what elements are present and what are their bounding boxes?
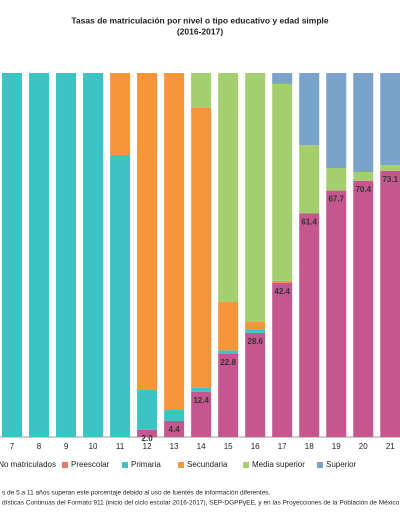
- x-tick-label: 12: [143, 442, 152, 451]
- x-tick-label: 9: [64, 442, 69, 451]
- x-tick-label: 20: [359, 442, 368, 451]
- bar-segment: [299, 145, 320, 214]
- value-label: 2.0: [142, 434, 154, 443]
- bar-segment: [164, 410, 185, 421]
- x-tick-label: 16: [251, 442, 260, 451]
- x-tick-label: 18: [305, 442, 314, 451]
- legend-swatch: [243, 462, 249, 468]
- bar-segment: [164, 420, 185, 437]
- bar-segment: [245, 321, 266, 330]
- x-tick-label: 21: [386, 442, 395, 451]
- legend-label: Preescolar: [71, 460, 110, 469]
- bar-segment: [110, 154, 131, 437]
- bar-segment: [191, 107, 212, 388]
- legend-label: Secundaria: [187, 460, 228, 469]
- bar-segment: [137, 390, 158, 430]
- x-tick-label: 19: [332, 442, 341, 451]
- bar-segment: [191, 73, 212, 108]
- legend-label: Media superior: [252, 460, 305, 469]
- bar-segment: [380, 165, 400, 171]
- bar-segment: [218, 301, 239, 351]
- bar-segment: [326, 168, 347, 191]
- x-tick-label: 13: [170, 442, 179, 451]
- value-label: 4.4: [169, 425, 181, 434]
- value-label: 12.4: [193, 396, 209, 405]
- bar-segment: [272, 83, 293, 281]
- legend-swatch: [122, 462, 128, 468]
- bar-segment: [245, 329, 266, 333]
- bar-segment: [218, 350, 239, 355]
- bar-segment: [137, 429, 158, 437]
- value-label: 61.4: [301, 218, 317, 227]
- note: s de 5 a 11 años superan este porcentaje…: [2, 490, 271, 497]
- x-tick-label: 11: [116, 442, 125, 451]
- x-tick-label: 10: [89, 442, 98, 451]
- note: dísticas Continuas del Formato 911 (inic…: [2, 500, 400, 507]
- bar-segment: [245, 332, 266, 437]
- bar-segment: [245, 73, 266, 322]
- bar-segment: [353, 73, 374, 173]
- legend-swatch: [178, 462, 184, 468]
- bar-segment: [164, 73, 185, 411]
- legend-swatch: [62, 462, 68, 468]
- chart-title: Tasas de matriculación por nivel o tipo …: [71, 15, 329, 25]
- bar-segment: [380, 73, 400, 166]
- bar-segment: [56, 73, 77, 437]
- legend-label: Primaria: [131, 460, 161, 469]
- value-label: 70.4: [355, 185, 371, 194]
- value-label: 22.8: [220, 358, 236, 367]
- bar-segment: [326, 190, 347, 437]
- value-label: 73.1: [382, 175, 398, 184]
- bar-segment: [29, 73, 50, 437]
- legend-swatch: [317, 462, 323, 468]
- bar-segment: [299, 73, 320, 146]
- x-tick-label: 17: [278, 442, 287, 451]
- bar-segment: [218, 73, 239, 302]
- chart-subtitle: (2016-2017): [177, 26, 223, 36]
- bar-segment: [137, 73, 158, 391]
- bar-segment: [353, 172, 374, 181]
- bar-segment: [218, 354, 239, 437]
- x-tick-label: 15: [224, 442, 233, 451]
- value-label: 67.7: [328, 195, 344, 204]
- bar-segment: [326, 73, 347, 169]
- bar-segment: [83, 73, 104, 437]
- bar-segment: [110, 73, 131, 155]
- legend-label: No matriculados: [0, 460, 56, 469]
- bar-segment: [380, 170, 400, 437]
- value-label: 42.4: [274, 287, 290, 296]
- bar-segment: [272, 280, 293, 283]
- value-label: 28.6: [247, 337, 263, 346]
- bar-segment: [272, 73, 293, 84]
- x-tick-label: 14: [197, 442, 206, 451]
- bar-segment: [191, 391, 212, 437]
- bar-segment: [191, 387, 212, 392]
- bar-segment: [299, 213, 320, 437]
- bar-segment: [2, 73, 22, 437]
- x-tick-label: 7: [10, 442, 15, 451]
- bar-segment: [353, 180, 374, 437]
- bar-segment: [272, 282, 293, 437]
- x-tick-label: 8: [37, 442, 42, 451]
- legend-label: Superior: [326, 460, 357, 469]
